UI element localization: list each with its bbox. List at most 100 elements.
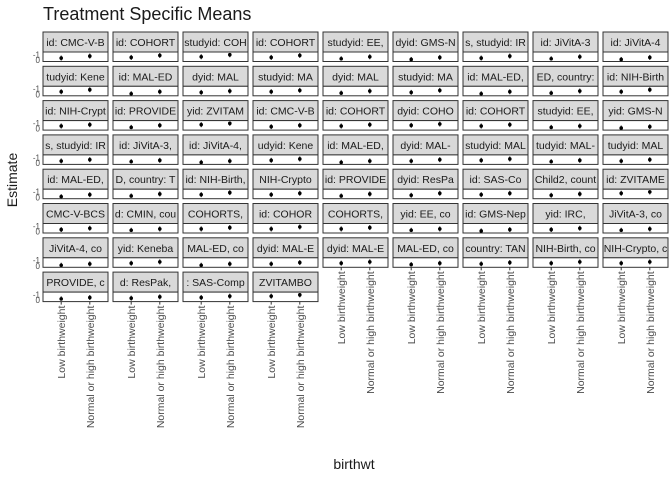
estimate-point [578,89,582,93]
estimate-point [619,228,623,233]
estimate-point [619,126,623,130]
estimate-point [438,88,442,93]
facet-panel: yid: GMS-N [602,100,669,131]
facet-plot-area [462,223,529,234]
facet-strip-label: id: NIH-Crypt [45,106,106,118]
facet-strip-label: country: TAN [465,243,525,255]
estimate-point [199,54,203,59]
facet-plot-area [42,85,109,97]
facet-strip-label: NIH-Crypto, c [604,243,668,255]
y-tick-label: 0 [36,56,41,65]
facet-panel: id: COHORT [112,31,179,62]
facet-panel: id: SAS-Co [462,168,529,200]
facet-panel: dyid: MAL [182,65,249,97]
facet-strip-label: id: JiVitA-4 [611,37,661,49]
facet-panel: JiVitA-3, co [602,203,669,234]
x-tick-label: Low birthweight [56,306,68,379]
y-tick-label: 0 [36,125,41,134]
facet-plot-area [112,257,179,268]
estimate-point [339,56,344,61]
facet-strip-label: yid: Keneba [118,243,174,255]
facet-plot-area [532,257,599,268]
estimate-point [648,87,652,92]
estimate-point [619,191,623,196]
estimate-point [298,293,302,297]
estimate-point [368,192,372,196]
facet-strip-label: id: PROVIDE [325,174,386,186]
estimate-point [409,159,414,163]
estimate-point [59,56,63,60]
facet-plot-area [532,154,599,165]
facet-panel: dyid: MAL-E [322,237,389,268]
x-tick-label: Low birthweight [126,306,138,379]
facet-strip-label: dyid: MAL-E [327,243,384,255]
facet-plot-area [252,51,319,62]
facet-strip-label: dyid: GMS-N [395,37,455,49]
facet-plot-area [532,223,599,234]
facet-panel: id: JiVitA-3, [112,134,179,165]
estimate-point [339,160,344,165]
x-axis-title: birthwt [333,456,374,472]
x-tick-label: Normal or high birthweight [505,271,517,394]
estimate-point [479,262,484,266]
estimate-point [409,228,414,233]
estimate-point [479,56,484,60]
facet-strip-label: s, studyid: IR [45,140,106,152]
estimate-point [479,124,484,128]
facet-panel: ED, country: [532,65,599,97]
y-tick-label: -1 [33,291,41,300]
facet-strip-label: MAL-ED, co [187,243,244,255]
facet-strip-label: tudyid: Kene [46,71,105,83]
facet-strip-label: id: COHORT [466,106,526,118]
facet-panel: id: MAL-ED, -10 [33,168,109,202]
facet-panel: studyid: EE, [532,100,599,131]
estimate-point [619,89,623,94]
estimate-point [228,225,232,230]
estimate-point [648,227,652,231]
estimate-point [129,159,133,164]
x-axis-tick-labels: Low birthweight Normal or high birthweigh… [56,267,657,428]
estimate-point [578,260,582,264]
facet-strip-label: id: CMC-V-B [46,37,104,49]
facet-panel: yid: ZVITAM [182,100,249,131]
estimate-point [549,261,553,266]
facet-panel: studyid: COH [182,31,249,62]
estimate-point [409,193,414,198]
facet-plot-area [602,188,669,200]
estimate-point [438,55,442,60]
facet-plot-area [182,257,249,268]
y-tick-label: -1 [33,85,41,94]
facet-panel: yid: Keneba [112,237,179,268]
facet-plot-area [462,85,529,97]
facet-panel: Child2, count [532,168,599,200]
facet-strip-label: dyid: ResPa [397,174,454,186]
facet-panel: studyid: MA [252,65,319,97]
estimate-point [129,91,133,96]
estimate-point [619,261,623,266]
facet-panel: COHORTS, [182,203,249,234]
x-tick-label: Normal or high birthweight [365,271,377,394]
facet-strip-label: MAL-ED, co [397,243,454,255]
facet-strip-label: dyid: MAL-E [257,243,314,255]
facet-panel: NIH-Crypto [252,168,319,200]
facet-plot-area [252,154,319,165]
estimate-point [199,90,203,95]
facet-strip-label: id: NIH-Birth [607,71,664,83]
x-tick-label: Normal or high birthweight [295,306,307,429]
estimate-point [158,295,162,299]
facet-strip-label: tudyid: MAL- [536,140,595,152]
facet-plot-area [322,120,389,131]
estimate-point [88,262,92,266]
facet-strip-label: udyid: Kene [258,140,314,152]
facet-panel: s, studyid: IR -10 [33,134,109,168]
y-tick-label: 0 [36,296,41,305]
facet-panel: tudyid: MAL [602,134,669,165]
facet-panel: id: COHORT [462,100,529,131]
facet-panel: D, country: T [112,168,179,200]
estimate-point [549,159,553,164]
facet-panel: s, studyid: IR [462,31,529,62]
facet-plot-area [392,257,459,268]
facet-plot-area [602,223,669,234]
estimate-point [199,263,203,268]
